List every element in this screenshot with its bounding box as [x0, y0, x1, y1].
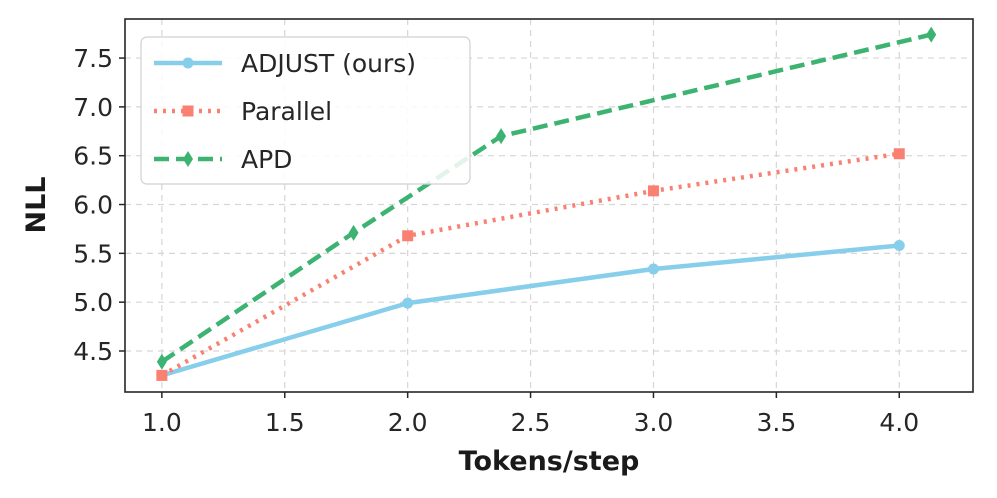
data-point: [647, 263, 659, 275]
x-axis-ticks: 1.0 1.5 2.0 2.5 3.0 3.5 4.0: [142, 392, 919, 437]
y-tick-label: 7.5: [73, 44, 113, 73]
y-tick-label: 4.5: [73, 337, 113, 366]
legend-label: APD: [241, 145, 292, 174]
legend-label: ADJUST (ours): [241, 49, 416, 78]
data-point: [402, 230, 414, 242]
y-axis-ticks: 4.5 5.0 5.5 6.0 6.5 7.0 7.5: [73, 44, 125, 366]
series-square: [156, 148, 905, 381]
legend: ADJUST (ours) Parallel APD: [140, 36, 471, 185]
legend-label: Parallel: [241, 97, 332, 126]
data-point: [348, 224, 359, 241]
y-tick-label: 5.5: [73, 239, 113, 268]
y-tick-label: 6.5: [73, 142, 113, 171]
x-tick-label: 2.5: [511, 408, 551, 437]
data-point: [156, 353, 167, 370]
data-point: [893, 240, 905, 252]
y-tick-label: 5.0: [73, 288, 113, 317]
x-tick-label: 4.0: [879, 408, 919, 437]
x-tick-label: 1.5: [265, 408, 305, 437]
series-circle: [156, 240, 905, 381]
series-line: [161, 243, 900, 378]
legend-marker: [183, 151, 193, 167]
legend-marker: [182, 105, 194, 117]
y-tick-label: 6.0: [73, 191, 113, 220]
data-point: [156, 369, 168, 381]
data-point: [893, 148, 905, 160]
plot-area-frame: [124, 18, 974, 393]
x-tick-label: 1.0: [142, 408, 182, 437]
data-point: [402, 297, 414, 309]
legend-marker: [182, 57, 194, 69]
x-tick-label: 3.5: [756, 408, 796, 437]
data-point: [647, 185, 659, 197]
y-tick-label: 7.0: [73, 93, 113, 122]
data-point: [496, 128, 507, 145]
legend-items: ADJUST (ours) Parallel APD: [154, 49, 416, 174]
data-point: [926, 26, 937, 43]
series-line: [160, 151, 900, 378]
legend-box: [140, 36, 471, 185]
y-axis-title: NLL: [21, 176, 52, 233]
x-axis-title: Tokens/step: [459, 446, 640, 477]
x-tick-label: 2.0: [388, 408, 428, 437]
x-tick-label: 3.0: [634, 408, 674, 437]
